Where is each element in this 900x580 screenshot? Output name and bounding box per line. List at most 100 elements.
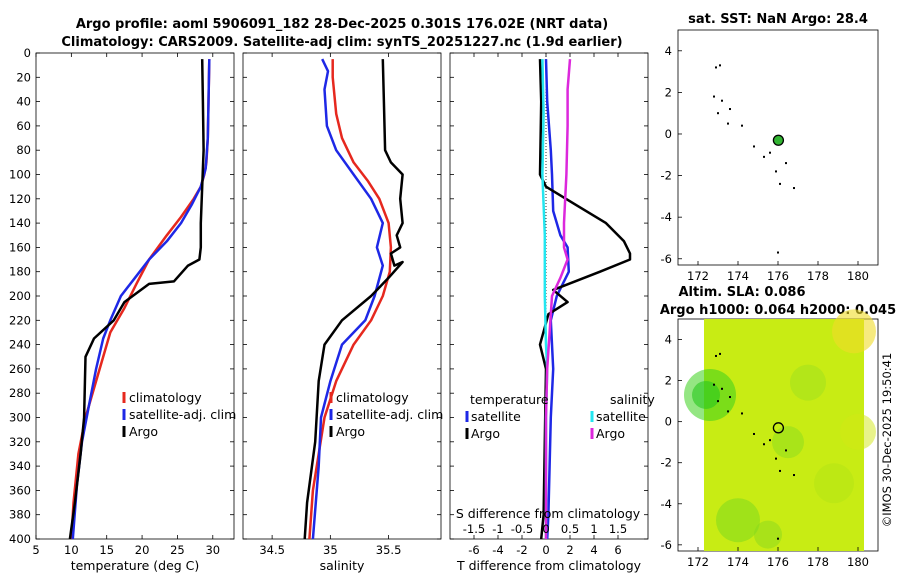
- island-mark: [713, 383, 715, 386]
- legend-label: satellite: [471, 409, 521, 424]
- sla-anomaly-patch: [692, 380, 720, 409]
- sla-anomaly-patch: [840, 413, 876, 450]
- y-tick-label: 240: [9, 338, 31, 352]
- island-mark: [779, 469, 781, 472]
- island-mark: [793, 474, 795, 477]
- y-tick-label: 2: [665, 374, 672, 388]
- y-tick-label: 120: [9, 192, 31, 206]
- sla-anomaly-patch: [790, 364, 826, 401]
- y-tick-label: -4: [661, 210, 672, 224]
- x-tick-label: 5: [32, 543, 39, 557]
- x-tick-label: 178: [807, 269, 829, 283]
- series-line-t-argo: [538, 59, 632, 540]
- secondary-tick-label: 1.5: [609, 522, 627, 536]
- sla-map-title-2: Argo h1000: 0.064 h2000: 0.045: [660, 303, 896, 318]
- y-tick-label: 4: [665, 333, 672, 347]
- y-tick-label: 100: [9, 168, 31, 182]
- secondary-tick-label: -1.5: [463, 522, 485, 536]
- x-tick-label: 34.5: [259, 543, 285, 557]
- legend-label: satellite: [596, 409, 646, 424]
- y-tick-label: 280: [9, 386, 31, 400]
- island-mark: [715, 354, 717, 357]
- island-mark: [729, 108, 731, 111]
- y-tick-label: -6: [661, 252, 672, 266]
- sla-map-title-1: Altim. SLA: 0.086: [679, 285, 806, 300]
- y-tick-label: 140: [9, 216, 31, 230]
- difference-panel: -6 -4 -2 0 2 4 6T difference from climatology t…: [449, 52, 655, 573]
- x-tick-label: 20: [135, 543, 150, 557]
- y-tick-label: 80: [16, 143, 31, 157]
- island-mark: [777, 537, 779, 540]
- y-tick-label: 300: [9, 411, 31, 425]
- y-tick-label: 2: [665, 85, 672, 99]
- island-mark: [717, 112, 719, 115]
- sla-anomaly-patch: [772, 426, 804, 459]
- series-line-s-argo: [544, 59, 572, 539]
- x-tick-label: -6: [468, 543, 479, 557]
- legend-label: Argo: [471, 426, 500, 441]
- secondary-tick-label: 0.5: [561, 522, 579, 536]
- legend-title-temperature: temperature: [470, 392, 549, 407]
- y-tick-label: -4: [661, 497, 672, 511]
- x-tick-label: -2: [516, 543, 527, 557]
- island-mark: [785, 449, 787, 452]
- imos-watermark: ©IMOS 30-Dec-2025 19:50:41: [880, 353, 894, 528]
- series-line-t-satellite: [544, 59, 571, 540]
- island-mark: [753, 432, 755, 435]
- y-tick-label: 180: [9, 265, 31, 279]
- y-tick-label: -6: [661, 538, 672, 552]
- argo-float-marker: [772, 422, 785, 434]
- sla-anomaly-patch: [832, 309, 876, 354]
- island-mark: [721, 387, 723, 390]
- x-tick-label: 172: [687, 555, 709, 569]
- y-tick-label: 320: [9, 435, 31, 449]
- island-mark: [775, 170, 777, 173]
- island-mark: [719, 352, 721, 355]
- x-tick-label: 4: [590, 543, 597, 557]
- x-axis-label: temperature (deg C): [71, 558, 200, 573]
- x-tick-label: 174: [727, 269, 749, 283]
- y-tick-label: -2: [661, 456, 672, 470]
- island-mark: [763, 155, 765, 158]
- y-tick-label: -2: [661, 169, 672, 183]
- secondary-tick-label: 1: [590, 522, 597, 536]
- secondary-tick-label: 0: [542, 522, 549, 536]
- island-mark: [717, 400, 719, 403]
- secondary-axis-label: S difference from climatology: [456, 506, 641, 521]
- x-tick-label: 178: [807, 555, 829, 569]
- island-mark: [719, 64, 721, 67]
- legend-label: Argo: [129, 424, 158, 439]
- figure-title-1: Argo profile: aoml 5906091_182 28-Dec-20…: [76, 17, 608, 32]
- plot-frame: [242, 52, 442, 540]
- y-tick-label: 380: [9, 508, 31, 522]
- legend-title-salinity: salinity: [610, 392, 655, 407]
- x-tick-label: 0: [542, 543, 549, 557]
- y-tick-label: 200: [9, 289, 31, 303]
- legend-label: satellite-adj. clim: [336, 407, 443, 422]
- island-mark: [715, 66, 717, 69]
- figure-title-2: Climatology: CARS2009. Satellite-adj cli…: [61, 35, 622, 50]
- legend-label: climatology: [336, 390, 409, 405]
- y-tick-label: 4: [665, 44, 672, 58]
- island-mark: [741, 124, 743, 127]
- x-axis-label: salinity: [320, 558, 365, 573]
- series-line-satellite-adj-clim: [71, 59, 211, 540]
- sla-anomaly-patch: [814, 463, 854, 504]
- island-mark: [775, 457, 777, 460]
- temperature-panel: 5 10 15 20 25 3002040608010012014016018020022…: [9, 46, 236, 573]
- y-tick-label: 260: [9, 362, 31, 376]
- island-mark: [753, 145, 755, 148]
- x-axis-label: T difference from climatology: [456, 558, 642, 573]
- x-tick-label: 176: [767, 269, 789, 283]
- island-mark: [713, 95, 715, 98]
- legend-label: satellite-adj. clim: [129, 407, 236, 422]
- x-tick-label: 172: [687, 269, 709, 283]
- sla-anomaly-patch: [716, 498, 760, 543]
- x-tick-label: 10: [64, 543, 79, 557]
- series-line-climatology: [308, 59, 393, 540]
- y-tick-label: 0: [665, 127, 672, 141]
- y-tick-label: 340: [9, 459, 31, 473]
- plot-frame: [35, 52, 235, 540]
- y-tick-label: 60: [16, 119, 31, 133]
